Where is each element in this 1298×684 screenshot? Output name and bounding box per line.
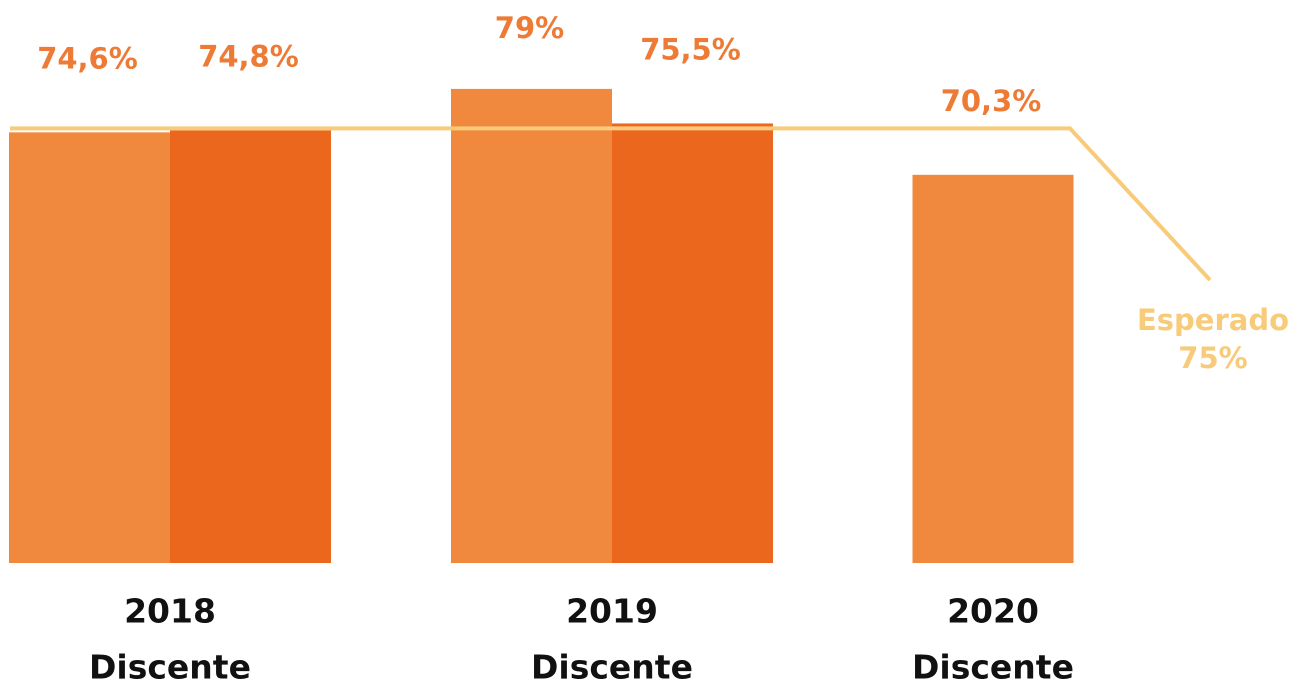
x-tick-label: 2018 bbox=[124, 592, 216, 631]
value-label: 70,3% bbox=[941, 84, 1042, 118]
bar bbox=[9, 132, 170, 564]
value-label: 79% bbox=[495, 11, 564, 45]
x-tick-label: Discente bbox=[89, 648, 251, 684]
reference-label: Esperado bbox=[1137, 303, 1289, 337]
bar bbox=[612, 123, 773, 564]
value-label: 75,5% bbox=[640, 32, 741, 66]
value-label: 74,6% bbox=[37, 41, 138, 75]
bar bbox=[451, 88, 612, 563]
bar bbox=[170, 130, 331, 563]
x-tick-label: 2019 bbox=[566, 592, 658, 631]
reference-value-label: 75% bbox=[1178, 341, 1247, 375]
value-label: 74,8% bbox=[198, 39, 299, 73]
x-tick-label: Discente bbox=[912, 648, 1074, 684]
x-tick-label: 2020 bbox=[947, 592, 1039, 631]
bar bbox=[912, 174, 1074, 564]
reference-line bbox=[10, 126, 1212, 282]
x-tick-label: Discente bbox=[531, 648, 693, 684]
